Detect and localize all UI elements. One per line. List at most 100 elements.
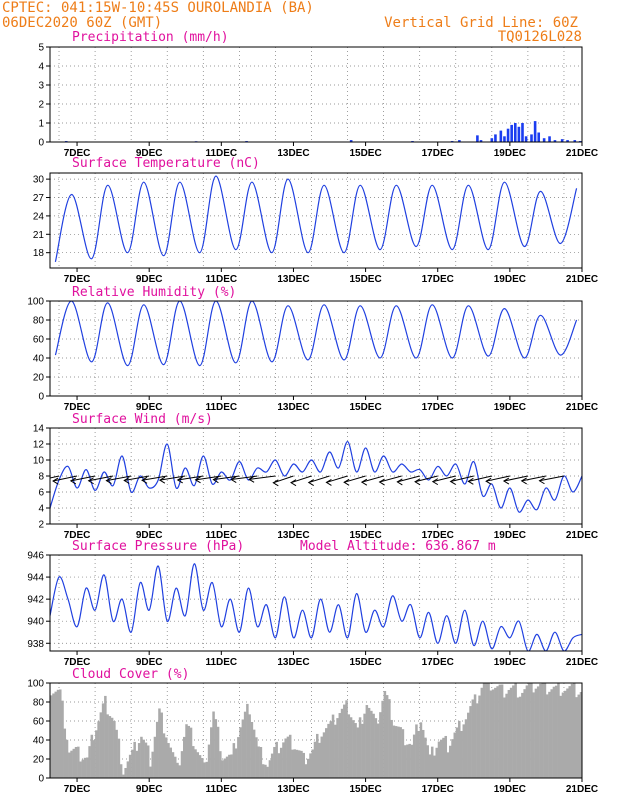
cloud-bar — [417, 730, 420, 778]
cloud-bar — [349, 717, 353, 778]
cloud-bar — [340, 708, 344, 778]
wind-arrow-head — [52, 477, 59, 485]
cloud-bar — [241, 719, 245, 778]
cloud-bar — [419, 722, 423, 778]
wind-arrow — [539, 475, 565, 482]
cloud-bar — [392, 725, 396, 778]
cloud-bar — [367, 707, 371, 778]
precip-frame — [49, 46, 583, 143]
cloud-bar — [167, 743, 170, 778]
precip-ytick-label: 1 — [38, 119, 44, 130]
cloud-bar — [237, 737, 240, 778]
cloud-bar — [86, 757, 89, 778]
cloud-bar — [532, 692, 535, 778]
precip-ytick-label: 2 — [38, 100, 44, 111]
cloud-xtick-label: 7DEC — [64, 784, 91, 795]
precip-bar — [542, 138, 546, 142]
cloud-bar — [410, 744, 414, 778]
cloud-bar — [309, 753, 312, 778]
cloud-bar — [252, 729, 256, 778]
cloud-bar — [521, 692, 524, 778]
pressure-ytick-label: 940 — [27, 617, 44, 628]
cloud-bar — [160, 712, 163, 778]
cloud-bar — [65, 739, 69, 778]
humidity-ytick-label: 40 — [33, 354, 45, 365]
cloud-bar — [570, 683, 574, 778]
cloud-bar — [415, 724, 418, 778]
cloud-bar — [536, 686, 540, 778]
cloud-bar — [401, 729, 405, 778]
precip-bar — [510, 124, 513, 142]
cloud-bar — [442, 737, 445, 778]
cloud-bar — [173, 756, 177, 778]
pressure-series-line — [50, 563, 582, 651]
cloud-bar — [264, 764, 267, 778]
wind-arrow — [159, 475, 186, 481]
cloud-bar — [108, 716, 112, 778]
wind-arrow-head — [123, 477, 130, 484]
cloud-bar — [329, 721, 333, 778]
cloud-bar — [327, 723, 330, 778]
precip-plot: 0 1 2 3 4 5 7DEC 9DEC 11DEC 13DEC 15DEC 17DEC 19DEC 2… — [38, 43, 598, 160]
cloud-bar — [56, 689, 60, 778]
cloud-bar — [63, 728, 67, 778]
cloud-bar — [142, 739, 145, 778]
cloud-ytick-label: 80 — [33, 698, 45, 709]
cloud-bar — [54, 691, 58, 778]
humidity-xtick-label: 13DEC — [277, 402, 309, 413]
wind-series-group — [50, 440, 582, 513]
cloud-bar — [115, 729, 118, 778]
cloud-bar — [259, 746, 263, 778]
cloud-bar — [196, 752, 200, 778]
precip-bar — [533, 121, 537, 142]
wind-arrow-head — [485, 477, 492, 485]
cloud-bar — [356, 727, 360, 778]
temperature-series-line — [54, 175, 578, 263]
cloud-bar — [214, 719, 218, 778]
cloud-bar — [126, 761, 130, 778]
precip-bar — [548, 136, 551, 142]
cloud-bar — [318, 742, 321, 778]
cloud-bar — [124, 767, 127, 778]
cloud-bar — [430, 746, 434, 778]
cloud-bar — [316, 733, 319, 778]
pressure-xtick-label: 15DEC — [349, 657, 381, 668]
precip-bar — [349, 140, 353, 142]
cloud-bar — [408, 743, 411, 778]
cloud-bar — [122, 774, 125, 778]
cloud-bar — [216, 726, 220, 778]
cloud-bar — [451, 739, 454, 778]
cloud-bar — [59, 689, 62, 778]
cloud-bar — [494, 687, 497, 778]
cloud-bar — [192, 746, 195, 778]
wind-arrow — [361, 475, 384, 483]
panel-temperature: Surface Temperature (nC) — [72, 156, 260, 171]
cloud-bar — [453, 732, 457, 778]
wind-xtick-label: 15DEC — [349, 530, 381, 541]
cloud-bar — [336, 718, 339, 778]
cloud-bar — [444, 735, 448, 778]
wind-ytick-label: 6 — [38, 488, 44, 499]
cloud-xtick-label: 15DEC — [349, 784, 381, 795]
cloud-bar — [579, 692, 582, 778]
humidity-frame — [49, 300, 583, 397]
cloud-bar — [446, 752, 450, 778]
precip-bar — [553, 140, 557, 142]
cloud-bar — [543, 683, 547, 778]
pressure-plot: 938 940 942 944 946 7DEC 9DEC 11DEC 13DEC 15DEC 17… — [27, 551, 598, 669]
cloud-bar — [426, 745, 429, 778]
cloud-bar — [376, 723, 380, 778]
cloud-bar — [320, 736, 324, 778]
cloud-bar — [171, 752, 175, 778]
cloud-bar — [397, 726, 400, 778]
cloud-bar — [99, 712, 103, 778]
cloud-bar — [266, 766, 269, 778]
wind-arrow — [432, 475, 456, 483]
cloud-bar — [480, 687, 484, 778]
cloud-bar — [255, 737, 258, 778]
cloud-bar — [525, 685, 529, 778]
cloud-bar — [428, 754, 432, 778]
wind-arrow — [70, 475, 96, 482]
pressure-ytick-label: 938 — [27, 639, 44, 650]
cloud-bar — [507, 689, 511, 778]
